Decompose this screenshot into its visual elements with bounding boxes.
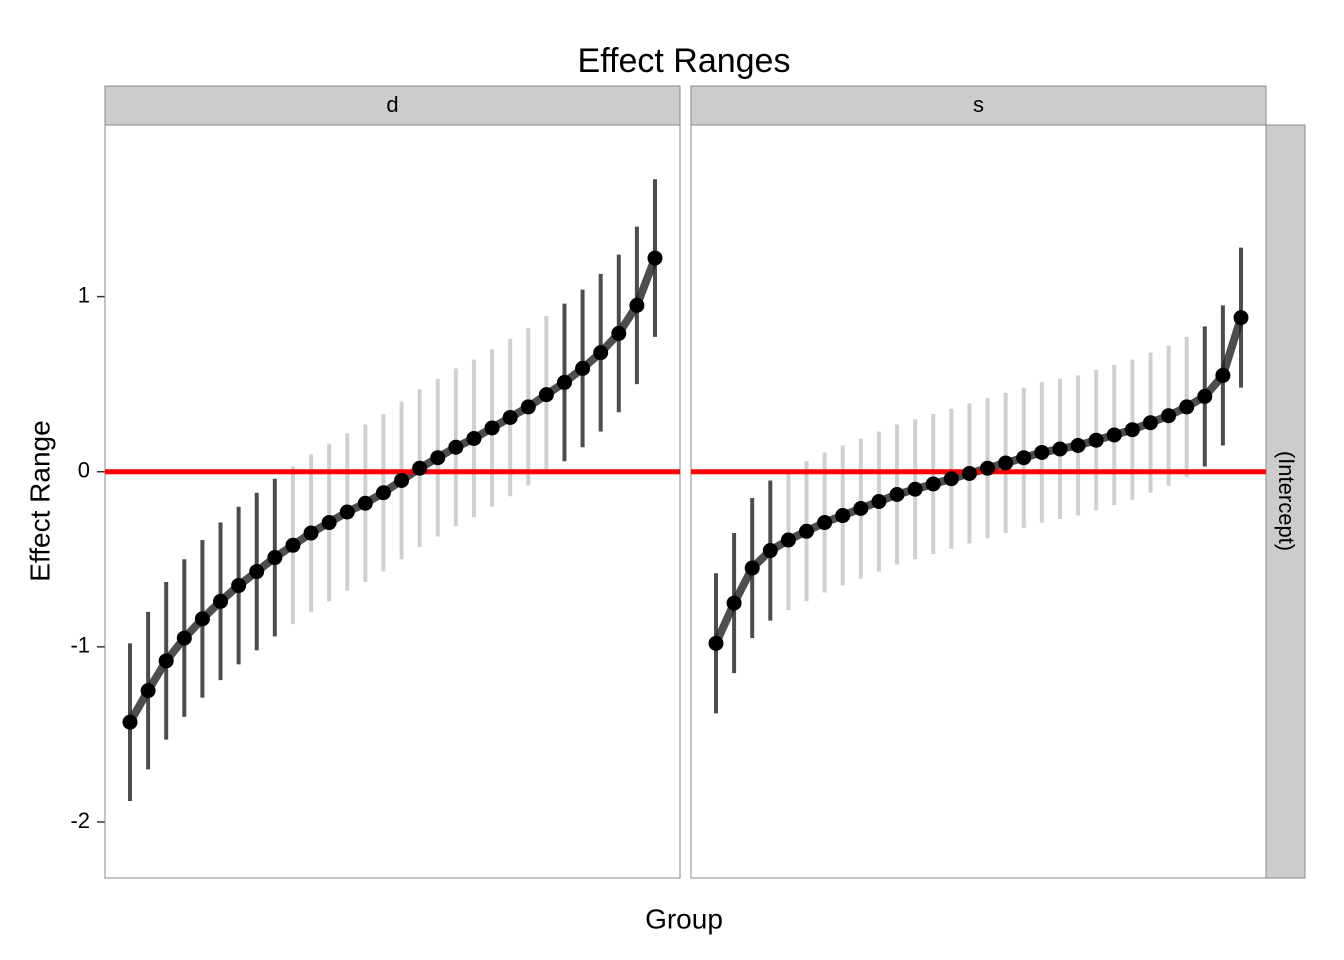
estimate-point	[158, 653, 174, 669]
estimate-point	[593, 345, 609, 361]
y-tick-label: -1	[70, 633, 90, 658]
estimate-point	[484, 420, 500, 436]
y-tick-label: -2	[70, 808, 90, 833]
estimate-point	[339, 504, 355, 520]
estimate-point	[817, 515, 833, 531]
estimate-point	[647, 250, 663, 266]
estimate-point	[357, 495, 373, 511]
estimate-point	[249, 564, 265, 580]
estimate-point	[925, 476, 941, 492]
estimate-point	[122, 714, 138, 730]
estimate-point	[1034, 444, 1050, 460]
estimate-point	[1142, 415, 1158, 431]
estimate-point	[708, 635, 724, 651]
strip-label: d	[386, 92, 398, 117]
strip	[690, 85, 1267, 126]
estimate-point	[213, 593, 229, 609]
row-strip	[1265, 124, 1306, 879]
estimate-point	[303, 525, 319, 541]
panel-frame	[104, 124, 681, 879]
estimate-point	[1179, 399, 1195, 415]
estimate-point	[1233, 310, 1249, 326]
estimate-point	[629, 297, 645, 313]
x-axis-label: Group	[645, 903, 723, 934]
estimate-point	[762, 543, 778, 559]
panel-frame	[690, 124, 1267, 879]
estimate-point	[412, 460, 428, 476]
estimate-point	[998, 455, 1014, 471]
row-strip-label: (Intercept)	[1274, 451, 1299, 551]
estimate-point	[726, 595, 742, 611]
estimate-point	[1088, 432, 1104, 448]
estimate-point	[194, 611, 210, 627]
estimate-point	[285, 537, 301, 553]
strip-label: s	[973, 92, 984, 117]
estimate-point	[1124, 422, 1140, 438]
estimate-point	[835, 508, 851, 524]
estimate-point	[140, 683, 156, 699]
estimate-point	[1106, 427, 1122, 443]
estimate-point	[575, 360, 591, 376]
estimate-point	[321, 515, 337, 531]
estimate-point	[520, 399, 536, 415]
estimate-point	[176, 630, 192, 646]
estimate-point	[556, 374, 572, 390]
estimate-point	[430, 450, 446, 466]
estimate-point	[1215, 367, 1231, 383]
estimate-point	[1161, 408, 1177, 424]
estimate-point	[980, 460, 996, 476]
estimate-point	[889, 486, 905, 502]
chart-title: Effect Ranges	[578, 42, 791, 80]
estimate-point	[502, 409, 518, 425]
estimate-line	[126, 256, 659, 725]
estimate-point	[744, 560, 760, 576]
estimate-point	[871, 494, 887, 509]
estimate-point	[943, 471, 959, 487]
estimate-point	[1016, 450, 1032, 466]
estimate-point	[231, 578, 247, 594]
estimate-point	[466, 430, 482, 446]
estimate-point	[611, 325, 627, 341]
estimate-point	[1070, 437, 1086, 453]
y-tick-label: 0	[78, 458, 90, 483]
estimate-point	[394, 472, 410, 488]
estimate-point	[780, 532, 796, 548]
estimate-point	[1197, 388, 1213, 404]
estimate-point	[1052, 441, 1068, 457]
estimate-point	[961, 465, 977, 481]
y-axis-label: Effect Range	[24, 420, 55, 581]
estimate-point	[907, 481, 923, 497]
estimate-point	[538, 387, 554, 403]
y-tick-label: 1	[78, 282, 90, 307]
estimate-point	[799, 523, 815, 539]
estimate-line	[712, 316, 1245, 645]
estimate-point	[853, 501, 869, 517]
estimate-point	[448, 439, 464, 455]
estimate-point	[267, 550, 283, 566]
estimate-point	[375, 485, 391, 501]
